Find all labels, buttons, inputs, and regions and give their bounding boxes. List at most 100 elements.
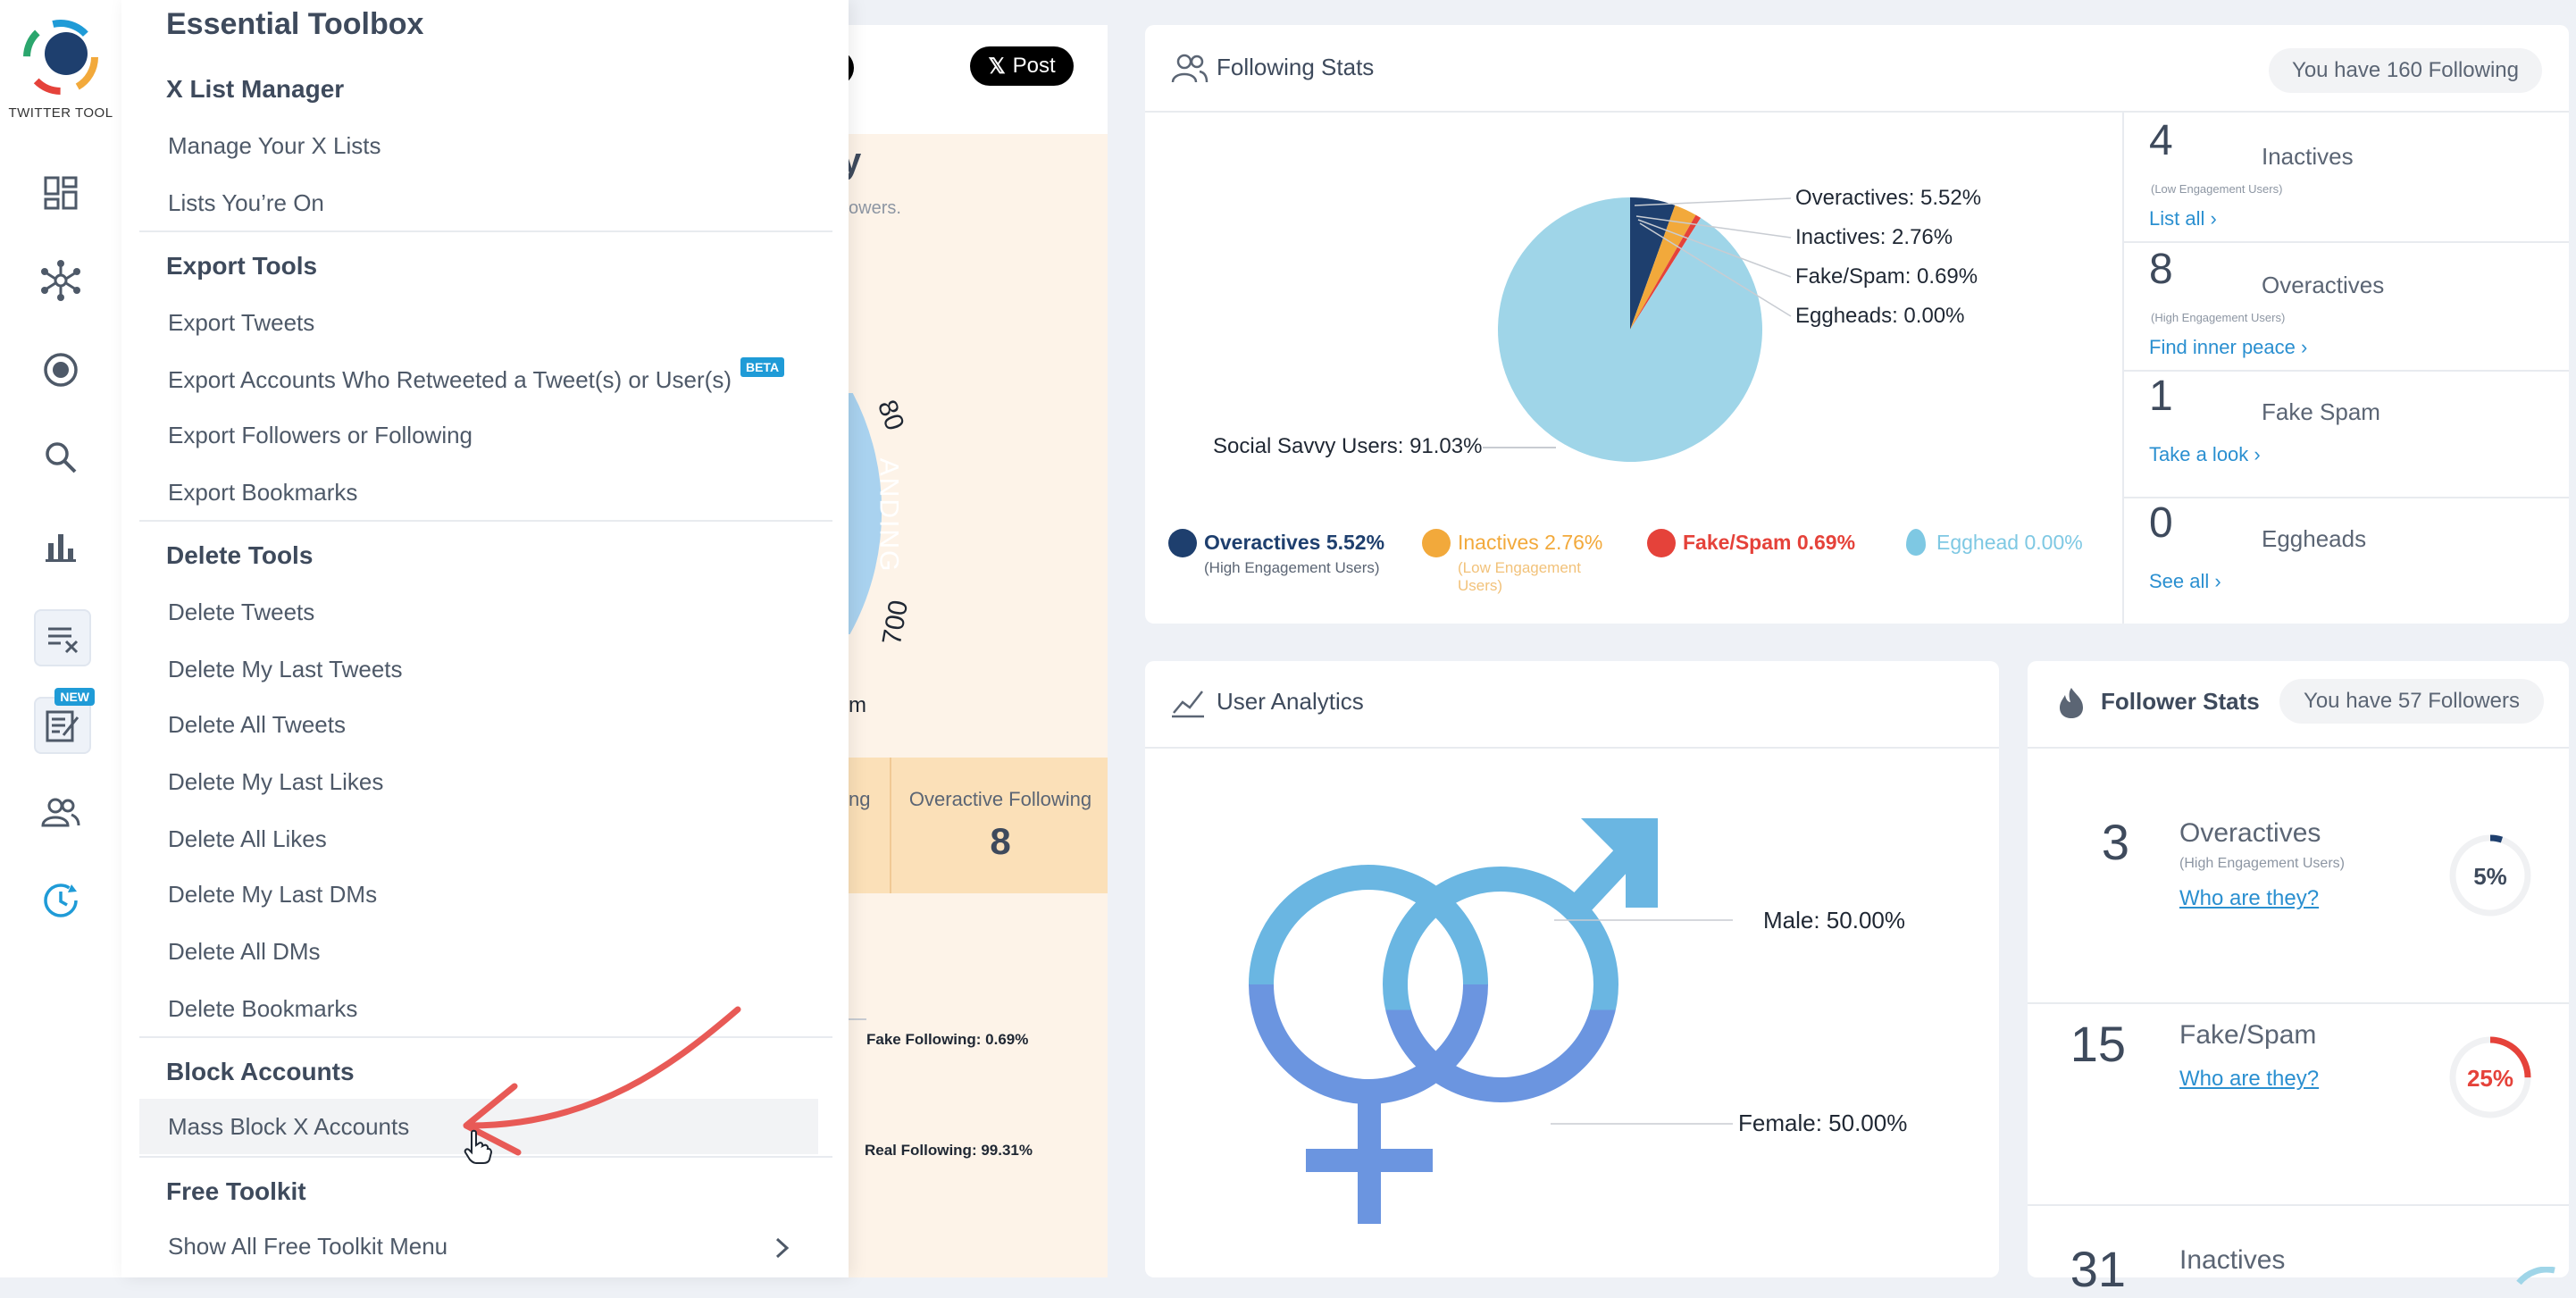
- follower-row-divider: [2028, 1204, 2569, 1206]
- menu-item-export-tweets[interactable]: Export Tweets: [168, 309, 315, 336]
- menu-item-delete-all-dms[interactable]: Delete All DMs: [168, 938, 321, 965]
- x-icon: 𝕏: [988, 54, 1006, 79]
- search-icon: [46, 442, 77, 473]
- edit-document-icon: [46, 710, 79, 742]
- dashboard-nav[interactable]: [34, 166, 88, 220]
- sync-nav[interactable]: [34, 874, 88, 927]
- legend-egghead: Egghead 0.00%: [1936, 531, 2083, 554]
- side-stat-label: Fake Spam: [2262, 398, 2380, 425]
- fake-following-label: Fake Following: 0.69%: [866, 1031, 1029, 1048]
- side-stat-link[interactable]: List all ›: [2149, 207, 2217, 230]
- who-are-they-link[interactable]: Who are they?: [2179, 1067, 2320, 1091]
- menu-item-show-free-toolkit[interactable]: Show All Free Toolkit Menu: [139, 1218, 818, 1274]
- side-stat-number: 1: [2149, 373, 2173, 420]
- pie-label-fakespam: Fake/Spam: 0.69%: [1795, 264, 1978, 289]
- menu-item-lists-youre-on[interactable]: Lists You’re On: [168, 189, 324, 216]
- menu-item-delete-last-dms[interactable]: Delete My Last DMs: [168, 881, 378, 908]
- side-stat-divider: [2124, 497, 2569, 498]
- user-analytics-title: User Analytics: [1217, 688, 1364, 715]
- menu-item-delete-all-tweets[interactable]: Delete All Tweets: [168, 711, 346, 738]
- analytics-chart-icon: [1172, 691, 1204, 718]
- female-percentage-label: Female: 50.00%: [1738, 1110, 1908, 1136]
- hand-cursor-icon: [464, 1129, 493, 1164]
- network-nav[interactable]: [34, 254, 88, 307]
- menu-item-delete-all-likes[interactable]: Delete All Likes: [168, 825, 327, 852]
- search-nav[interactable]: [34, 431, 88, 484]
- follower-row-label: Overactives: [2179, 818, 2321, 848]
- side-stat-label: Eggheads: [2262, 525, 2367, 552]
- leader-line: [849, 1018, 866, 1020]
- strip-cell-fragment: [849, 758, 891, 893]
- fire-icon: [2060, 688, 2083, 718]
- section-free-toolkit: Free Toolkit: [166, 1177, 306, 1205]
- menu-item-delete-tweets[interactable]: Delete Tweets: [168, 599, 315, 625]
- side-stat-divider: [2124, 241, 2569, 243]
- users-nav[interactable]: [34, 786, 88, 840]
- menu-item-export-bookmarks[interactable]: Export Bookmarks: [168, 479, 358, 506]
- follower-row-number: 31: [2070, 1241, 2126, 1297]
- analytics-nav[interactable]: [34, 520, 88, 574]
- pie-slice-fakespam: [1630, 214, 1702, 330]
- menu-item-delete-last-likes[interactable]: Delete My Last Likes: [168, 768, 384, 795]
- show-free-toolkit-label: Show All Free Toolkit Menu: [168, 1233, 448, 1260]
- menu-divider: [139, 230, 832, 232]
- follower-ring-arc: [2449, 834, 2531, 917]
- who-are-they-link[interactable]: Who are they?: [2179, 886, 2320, 910]
- post-on-x-button[interactable]: 𝕏 Post: [970, 46, 1074, 86]
- following-count-pill: You have 160 Following: [2269, 48, 2542, 93]
- following-pie-chart: [1498, 197, 1762, 462]
- side-stat-link[interactable]: Take a look ›: [2149, 443, 2261, 465]
- menu-item-export-retweeters[interactable]: Export Accounts Who Retweeted a Tweet(s)…: [139, 352, 818, 407]
- card-divider: [1145, 111, 2569, 113]
- post-editor-nav[interactable]: NEW: [34, 688, 95, 754]
- essential-toolbox-menu: Essential Toolbox X List Manager Manage …: [121, 0, 849, 1277]
- male-symbol: [1383, 818, 1659, 1102]
- side-stat-number: 0: [2149, 499, 2173, 547]
- side-stat-sub: (Low Engagement Users): [2151, 182, 2283, 196]
- twitter-tool-logo[interactable]: [23, 20, 98, 95]
- export-retweeters-label: Export Accounts Who Retweeted a Tweet(s)…: [168, 366, 732, 393]
- section-block-accounts: Block Accounts: [166, 1058, 355, 1085]
- menu-item-export-followers[interactable]: Export Followers or Following: [168, 422, 473, 448]
- follower-ring-percent: 5%: [2473, 863, 2507, 890]
- bar-chart-icon: [46, 534, 76, 562]
- side-divider: [2122, 111, 2124, 624]
- beta-badge: BETA: [740, 357, 785, 377]
- target-nav[interactable]: [34, 343, 88, 397]
- legend-inactives: Inactives 2.76%: [1458, 531, 1603, 554]
- menu-item-delete-bookmarks[interactable]: Delete Bookmarks: [168, 995, 358, 1022]
- following-stats-card: [1145, 25, 2569, 624]
- overactive-following-value: 8: [990, 820, 1011, 862]
- menu-item-delete-last-tweets[interactable]: Delete My Last Tweets: [168, 656, 403, 682]
- pie-label-overactives: Overactives: 5.52%: [1795, 186, 1982, 210]
- pie-leader-social: [1483, 447, 1556, 448]
- section-list-manager: X List Manager: [166, 75, 345, 103]
- clear-list-icon: [48, 627, 79, 654]
- follower-ring-chart: [2449, 1036, 2531, 1118]
- side-stat-number: 8: [2149, 246, 2173, 293]
- menu-divider: [139, 520, 832, 522]
- side-stat-link[interactable]: Find inner peace ›: [2149, 336, 2308, 358]
- menu-item-manage-lists[interactable]: Manage Your X Lists: [168, 132, 381, 159]
- follower-row-sub: (High Engagement Users): [2179, 856, 2345, 871]
- annotation-arrow: [463, 1006, 741, 1156]
- section-export-tools: Export Tools: [166, 252, 318, 280]
- follower-row-label: Inactives: [2179, 1245, 2286, 1275]
- overview-card: [849, 25, 1108, 1277]
- user-analytics-card: [1145, 661, 1999, 1277]
- egg-icon: [1906, 529, 1926, 556]
- dashboard-icon: [44, 176, 78, 210]
- side-stat-link[interactable]: See all ›: [2149, 570, 2221, 592]
- legend-overactives: Overactives 5.52%: [1204, 531, 1385, 554]
- follower-ring-chart: [2449, 834, 2531, 917]
- logo-text: TWITTER TOOL: [8, 105, 113, 121]
- pie-slice-overactives: [1630, 197, 1676, 330]
- following-users-icon: [1171, 54, 1209, 83]
- overview-subtitle-fragment: owers.: [849, 198, 901, 218]
- menu-divider: [139, 1036, 832, 1038]
- follower-ring-arc: [2449, 1036, 2531, 1118]
- new-badge: NEW: [54, 688, 95, 706]
- toolbox-nav[interactable]: [34, 609, 91, 666]
- follower-row-divider: [2028, 1002, 2569, 1004]
- pie-slice-inactives: [1630, 205, 1696, 330]
